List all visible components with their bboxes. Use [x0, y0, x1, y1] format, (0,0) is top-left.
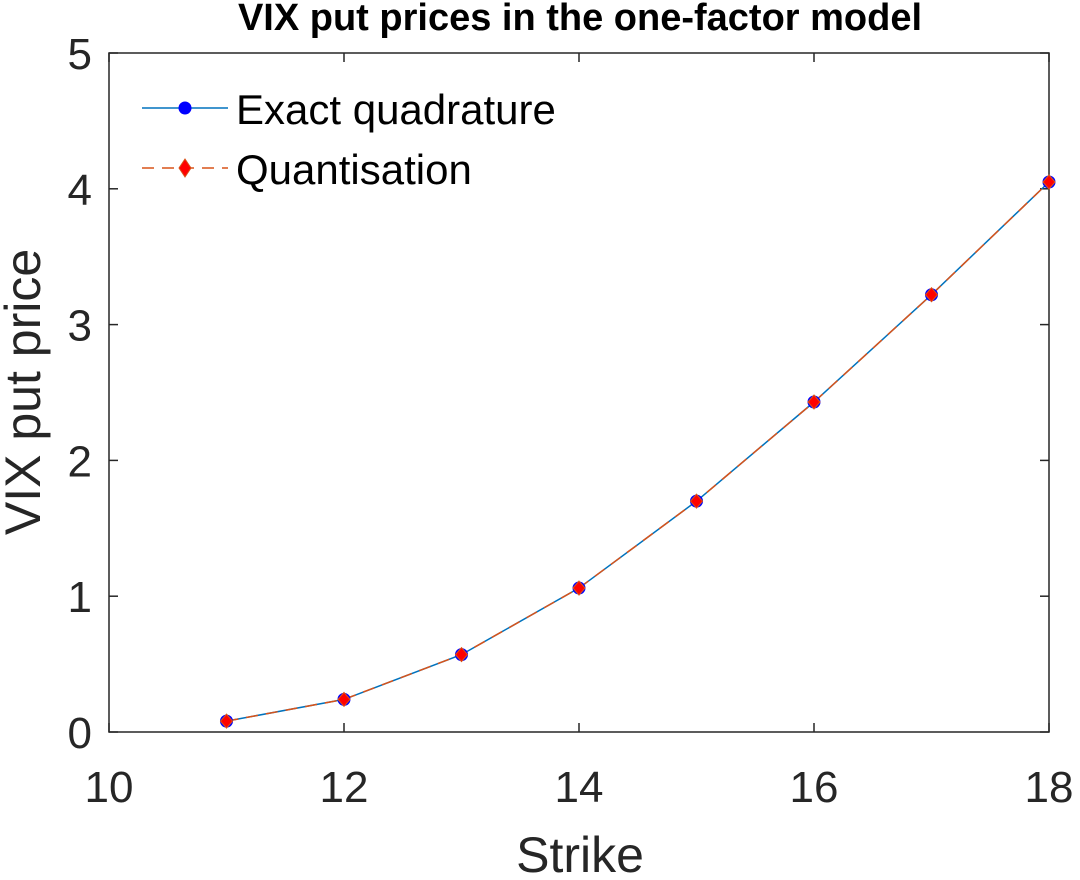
- y-tick-label: 5: [68, 30, 92, 79]
- chart-title: VIX put prices in the one-factor model: [238, 0, 922, 39]
- y-tick-label: 0: [68, 709, 92, 758]
- x-tick-label: 10: [85, 763, 134, 812]
- legend-label-exact-quadrature: Exact quadrature: [236, 86, 556, 133]
- data-point-quantisation: [219, 713, 234, 729]
- series-markers: [219, 174, 1056, 729]
- series-lines: [226, 181, 1050, 722]
- y-tick-label: 4: [68, 166, 92, 215]
- legend: Exact quadrature Quantisation: [142, 86, 556, 193]
- x-tick-label: 12: [320, 763, 369, 812]
- y-tick-label: 2: [68, 437, 92, 486]
- data-point-quantisation: [689, 493, 704, 509]
- y-tick-label: 1: [68, 573, 92, 622]
- legend-marker-exact-quadrature: [178, 101, 192, 115]
- plot-area: [108, 52, 1056, 733]
- series-line-quantisation: [226, 181, 1050, 722]
- x-tick-label: 14: [555, 763, 604, 812]
- x-tick-label: 18: [1025, 763, 1074, 812]
- data-point-quantisation: [454, 646, 469, 663]
- y-tick-labels: 0 1 2 3 4 5: [68, 30, 92, 758]
- data-point-quantisation: [337, 691, 351, 708]
- y-axis-label: VIX put price: [0, 249, 51, 535]
- axis-ticks: [108, 52, 1050, 733]
- x-axis-label: Strike: [516, 827, 644, 880]
- x-tick-label: 16: [790, 763, 839, 812]
- data-point-quantisation: [924, 286, 939, 303]
- y-tick-label: 3: [68, 302, 92, 351]
- x-tick-labels: 10 12 14 16 18: [85, 763, 1074, 812]
- axes-box: [108, 52, 1050, 733]
- data-point-quantisation: [807, 394, 821, 410]
- legend-label-quantisation: Quantisation: [236, 146, 472, 193]
- legend-marker-quantisation: [178, 158, 192, 178]
- data-point-quantisation: [572, 580, 586, 596]
- data-point-quantisation: [1042, 174, 1056, 190]
